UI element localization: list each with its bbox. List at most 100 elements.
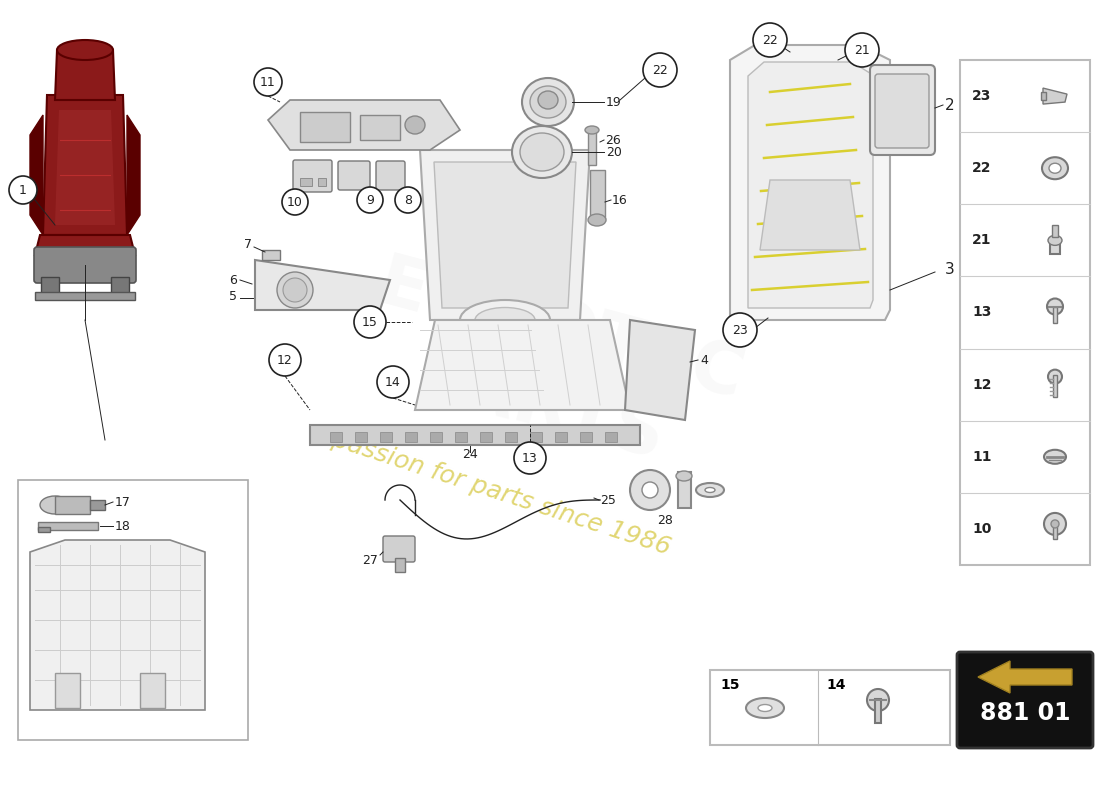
Polygon shape bbox=[30, 115, 43, 235]
Circle shape bbox=[642, 482, 658, 498]
Ellipse shape bbox=[520, 133, 564, 171]
FancyBboxPatch shape bbox=[376, 161, 405, 190]
Circle shape bbox=[283, 278, 307, 302]
Ellipse shape bbox=[588, 214, 606, 226]
Bar bbox=[678, 472, 691, 508]
Ellipse shape bbox=[538, 91, 558, 109]
Bar bbox=[355, 432, 367, 442]
Ellipse shape bbox=[512, 126, 572, 178]
Ellipse shape bbox=[676, 471, 692, 481]
Text: 22: 22 bbox=[972, 162, 991, 175]
Text: 10: 10 bbox=[287, 195, 303, 209]
Polygon shape bbox=[415, 320, 630, 410]
Text: EUROTEC
PARTS: EUROTEC PARTS bbox=[349, 250, 751, 490]
Circle shape bbox=[254, 68, 282, 96]
Polygon shape bbox=[420, 150, 590, 320]
Circle shape bbox=[754, 23, 786, 57]
Text: 18: 18 bbox=[116, 519, 131, 533]
Polygon shape bbox=[625, 320, 695, 420]
Circle shape bbox=[723, 313, 757, 347]
Ellipse shape bbox=[705, 487, 715, 493]
Text: 13: 13 bbox=[972, 306, 991, 319]
Circle shape bbox=[644, 53, 676, 87]
FancyBboxPatch shape bbox=[874, 74, 929, 148]
Text: 6: 6 bbox=[229, 274, 236, 286]
Polygon shape bbox=[255, 260, 390, 310]
Text: 16: 16 bbox=[612, 194, 628, 206]
Polygon shape bbox=[1043, 88, 1067, 104]
Bar bbox=[588, 130, 596, 165]
Ellipse shape bbox=[1049, 163, 1061, 174]
Circle shape bbox=[282, 189, 308, 215]
Bar bbox=[1053, 306, 1057, 322]
Polygon shape bbox=[760, 180, 860, 250]
Circle shape bbox=[354, 306, 386, 338]
Polygon shape bbox=[43, 95, 126, 235]
Circle shape bbox=[514, 442, 546, 474]
Bar bbox=[556, 432, 566, 442]
Bar bbox=[530, 432, 542, 442]
FancyBboxPatch shape bbox=[957, 652, 1093, 748]
Text: 23: 23 bbox=[972, 89, 991, 103]
Bar bbox=[55, 496, 90, 514]
FancyBboxPatch shape bbox=[383, 536, 415, 562]
Circle shape bbox=[270, 344, 301, 376]
Text: 14: 14 bbox=[826, 678, 846, 692]
Text: 881 01: 881 01 bbox=[980, 701, 1070, 725]
Text: 17: 17 bbox=[116, 495, 131, 509]
Bar bbox=[262, 250, 280, 260]
Circle shape bbox=[630, 470, 670, 510]
Text: 22: 22 bbox=[762, 34, 778, 46]
Text: 27: 27 bbox=[362, 554, 378, 566]
FancyBboxPatch shape bbox=[870, 65, 935, 155]
Text: 21: 21 bbox=[972, 234, 991, 247]
Text: 22: 22 bbox=[652, 63, 668, 77]
Circle shape bbox=[9, 176, 37, 204]
Ellipse shape bbox=[585, 126, 600, 134]
Text: 19: 19 bbox=[606, 95, 621, 109]
Text: 26: 26 bbox=[605, 134, 620, 146]
Polygon shape bbox=[978, 661, 1072, 693]
Polygon shape bbox=[30, 540, 205, 710]
Bar bbox=[1053, 521, 1057, 539]
Bar bbox=[505, 432, 517, 442]
Text: 1: 1 bbox=[19, 183, 26, 197]
Bar bbox=[1053, 374, 1057, 397]
Bar bbox=[39, 522, 98, 530]
Circle shape bbox=[867, 689, 889, 711]
Bar bbox=[35, 292, 135, 300]
Bar bbox=[580, 432, 592, 442]
Text: 21: 21 bbox=[854, 43, 870, 57]
Ellipse shape bbox=[1044, 450, 1066, 464]
Bar bbox=[960, 60, 1090, 565]
Polygon shape bbox=[55, 110, 116, 225]
Text: 25: 25 bbox=[600, 494, 616, 506]
Bar bbox=[318, 178, 326, 186]
Bar bbox=[1041, 92, 1046, 100]
FancyBboxPatch shape bbox=[293, 160, 332, 192]
Text: 15: 15 bbox=[720, 678, 739, 692]
Bar bbox=[39, 527, 50, 532]
Circle shape bbox=[377, 366, 409, 398]
Circle shape bbox=[1048, 370, 1062, 384]
Ellipse shape bbox=[475, 307, 535, 333]
Polygon shape bbox=[310, 425, 640, 445]
Ellipse shape bbox=[696, 483, 724, 497]
Ellipse shape bbox=[40, 496, 70, 514]
FancyBboxPatch shape bbox=[338, 161, 370, 190]
Bar bbox=[874, 699, 881, 723]
Bar bbox=[395, 558, 405, 572]
Text: 12: 12 bbox=[972, 378, 991, 392]
Bar bbox=[300, 112, 350, 142]
Circle shape bbox=[845, 33, 879, 67]
Ellipse shape bbox=[405, 116, 425, 134]
Text: 3: 3 bbox=[945, 262, 955, 278]
Text: 5: 5 bbox=[229, 290, 236, 302]
FancyBboxPatch shape bbox=[34, 247, 136, 283]
Polygon shape bbox=[434, 162, 576, 308]
Bar bbox=[455, 432, 468, 442]
Circle shape bbox=[1044, 513, 1066, 535]
Text: 14: 14 bbox=[385, 375, 400, 389]
Bar bbox=[90, 500, 104, 510]
Circle shape bbox=[358, 187, 383, 213]
